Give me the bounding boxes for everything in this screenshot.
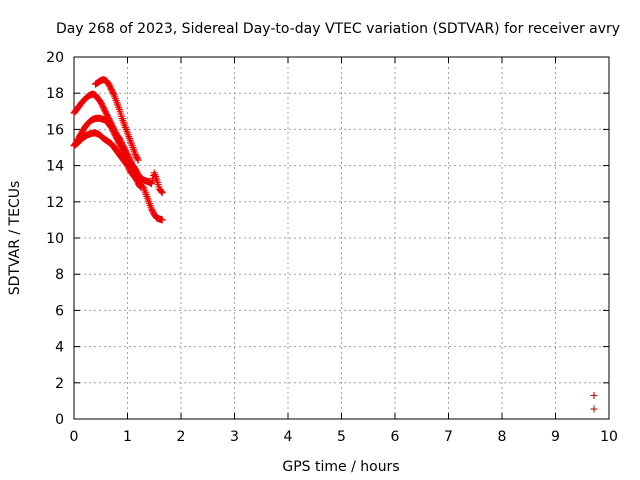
y-tick-label: 8: [55, 267, 64, 283]
y-axis-title: SDTVAR / TECUs: [7, 181, 23, 296]
data-point: [134, 156, 142, 164]
y-tick-label: 18: [46, 86, 64, 102]
data-point: [158, 216, 166, 224]
x-tick-label: 6: [391, 429, 400, 445]
x-axis-title: GPS time / hours: [282, 459, 399, 475]
x-tick-label: 5: [337, 429, 346, 445]
data-point: [134, 155, 142, 163]
x-tick-label: 0: [70, 429, 79, 445]
y-tick-label: 12: [46, 195, 64, 211]
data-point: [158, 189, 166, 197]
data-points: [70, 76, 598, 413]
x-tick-label: 3: [230, 429, 239, 445]
grid: [74, 57, 609, 419]
x-axis-tick-labels: 0 1 2 3 4 5 6 7 8 9 10: [70, 429, 618, 445]
y-axis-tick-labels: 0 2 4 6 8 10 12 14 16 18 20: [46, 50, 64, 428]
x-tick-label: 1: [123, 429, 132, 445]
y-tick-label: 14: [46, 159, 64, 175]
y-tick-label: 10: [46, 231, 64, 247]
y-tick-label: 16: [46, 122, 64, 138]
x-tick-label: 8: [498, 429, 507, 445]
data-point: [590, 391, 598, 399]
y-tick-label: 20: [46, 50, 64, 66]
data-point: [158, 188, 166, 196]
y-tick-label: 6: [55, 303, 64, 319]
axis-ticks: [73, 56, 610, 420]
y-tick-label: 0: [55, 412, 64, 428]
x-tick-label: 10: [600, 429, 618, 445]
x-tick-label: 7: [444, 429, 453, 445]
data-point: [590, 405, 598, 413]
x-tick-label: 2: [177, 429, 186, 445]
y-tick-label: 4: [55, 340, 64, 356]
chart-title: Day 268 of 2023, Sidereal Day-to-day VTE…: [56, 21, 620, 37]
x-tick-label: 4: [284, 429, 293, 445]
x-tick-label: 9: [551, 429, 560, 445]
data-point: [109, 90, 117, 98]
y-tick-label: 2: [55, 376, 64, 392]
